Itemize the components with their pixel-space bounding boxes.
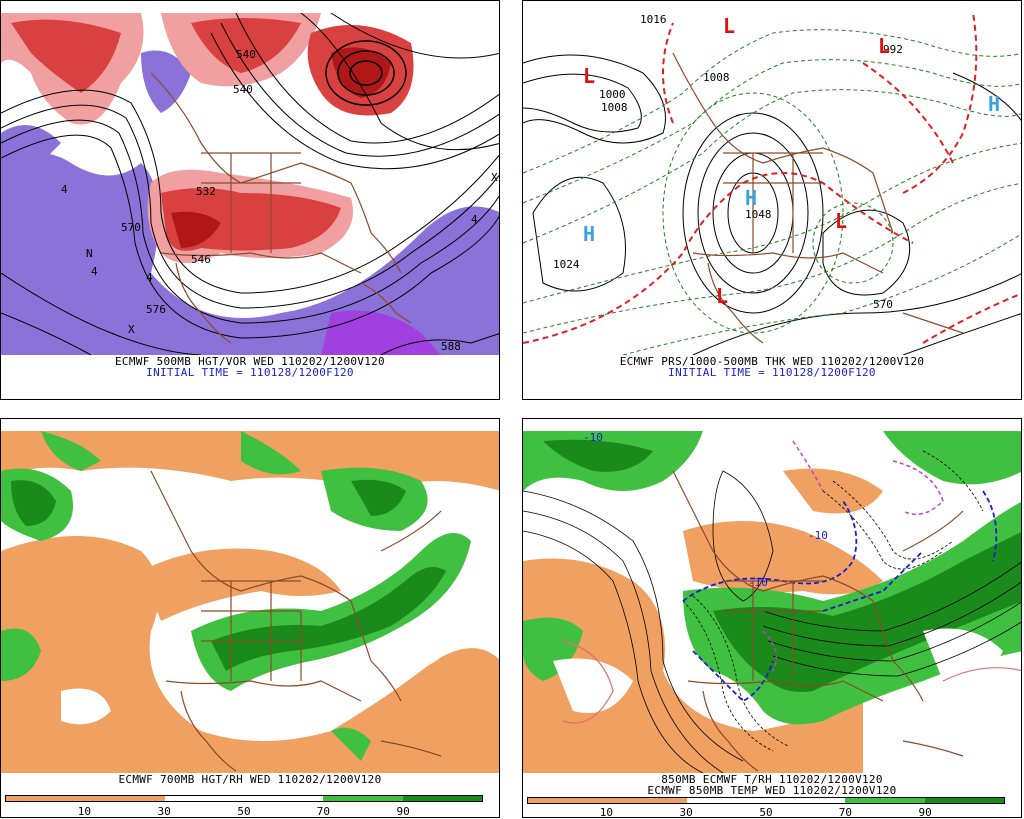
low-center-marker: L [878, 34, 890, 58]
scale-segment-dark-green [402, 796, 482, 801]
pressure-label: 1008 [601, 101, 628, 114]
low-center-marker: L [716, 284, 728, 308]
temp-label: -10 [583, 431, 603, 444]
vort-label: X [491, 171, 498, 184]
caption-850mb-t-rh: 850MB ECMWF T/RH 110202/1200V120 [661, 773, 883, 786]
contour-label: 540 [236, 48, 256, 61]
high-center-marker: H [583, 222, 595, 246]
high-center-marker: H [988, 92, 1000, 116]
scale-segment-light-green [845, 798, 925, 803]
contour-label: 540 [233, 83, 253, 96]
contour-label: 576 [146, 303, 166, 316]
low-center-marker: L [835, 209, 847, 233]
pressure-label: 1016 [640, 13, 667, 26]
contour-label: 532 [196, 185, 216, 198]
scale-segment-white [164, 796, 324, 801]
temp-label: -10 [748, 576, 768, 589]
rh-color-scale [527, 797, 1005, 804]
high-center-marker: H [745, 186, 757, 210]
scale-segment-orange [6, 796, 165, 801]
map-pressure-thickness: 1024 1000 1008 1016 1008 992 1048 570 L … [523, 13, 1021, 355]
scale-tick: 10 [599, 806, 613, 818]
rh-color-scale [5, 795, 483, 802]
scale-tick: 30 [157, 805, 171, 818]
low-center-marker: L [583, 64, 595, 88]
pressure-label: 1024 [553, 258, 580, 271]
low-center-marker: L [723, 14, 735, 38]
pressure-label: 570 [873, 298, 893, 311]
scale-tick: 90 [396, 805, 410, 818]
map-850mb-temp-rh: -10 -10 -10 [523, 431, 1021, 773]
panel-700mb-hgt-rh: ECMWF 700MB HGT/RH WED 110202/1200V120 1… [0, 418, 500, 818]
caption-prs-thk: ECMWF PRS/1000-500MB THK WED 110202/1200… [619, 355, 925, 368]
pressure-label: 992 [883, 43, 903, 56]
map-700mb-rh [1, 431, 499, 773]
map-500mb-vorticity: 532 540 570 576 588 546 540 4 4 4 4 N X … [1, 13, 499, 355]
pressure-label: 1000 [599, 88, 626, 101]
caption-initial-time: INITIAL TIME = 110128/1200F120 [146, 366, 354, 379]
vort-label: 4 [146, 271, 153, 284]
scale-tick: 90 [918, 806, 932, 818]
panel-850mb-t-rh: -10 -10 -10 850MB ECMWF T/RH 110202/1200… [522, 418, 1022, 818]
vort-label: 4 [471, 213, 478, 226]
vort-label: 4 [91, 265, 98, 278]
scale-tick: 10 [77, 805, 91, 818]
scale-segment-white [686, 798, 846, 803]
vort-label: X [128, 323, 135, 336]
scale-segment-orange [528, 798, 687, 803]
caption-initial-time: INITIAL TIME = 110128/1200F120 [668, 366, 876, 379]
pressure-label: 1048 [745, 208, 772, 221]
scale-tick: 50 [237, 805, 251, 818]
scale-segment-light-green [323, 796, 403, 801]
scale-tick: 70 [838, 806, 852, 818]
caption-850mb-temp: ECMWF 850MB TEMP WED 110202/1200V120 [647, 784, 897, 797]
caption-500mb: ECMWF 500MB HGT/VOR WED 110202/1200V120 [115, 355, 385, 368]
contour-label: 546 [191, 253, 211, 266]
scale-tick: 50 [759, 806, 773, 818]
panel-500mb-hgt-vor: 532 540 570 576 588 546 540 4 4 4 4 N X … [0, 0, 500, 400]
vort-label: N [86, 247, 93, 260]
scale-tick: 70 [316, 805, 330, 818]
pressure-label: 1008 [703, 71, 730, 84]
panel-prs-thickness: 1024 1000 1008 1016 1008 992 1048 570 L … [522, 0, 1022, 400]
contour-label: 570 [121, 221, 141, 234]
contour-label: 588 [441, 340, 461, 353]
vort-label: 4 [61, 183, 68, 196]
scale-segment-dark-green [924, 798, 1004, 803]
scale-tick: 30 [679, 806, 693, 818]
temp-label: -10 [808, 529, 828, 542]
caption-700mb: ECMWF 700MB HGT/RH WED 110202/1200V120 [118, 773, 382, 786]
